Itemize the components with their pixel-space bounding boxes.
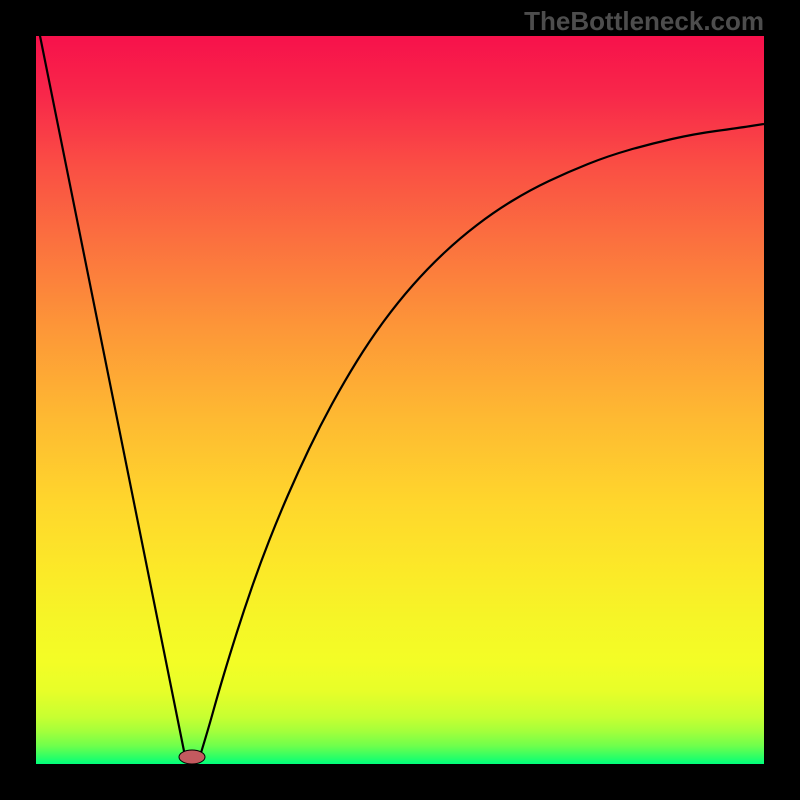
- plot-area: [36, 36, 764, 764]
- chart-container: TheBottleneck.com: [0, 0, 800, 800]
- gradient-background: [36, 36, 764, 764]
- watermark-text: TheBottleneck.com: [524, 6, 764, 37]
